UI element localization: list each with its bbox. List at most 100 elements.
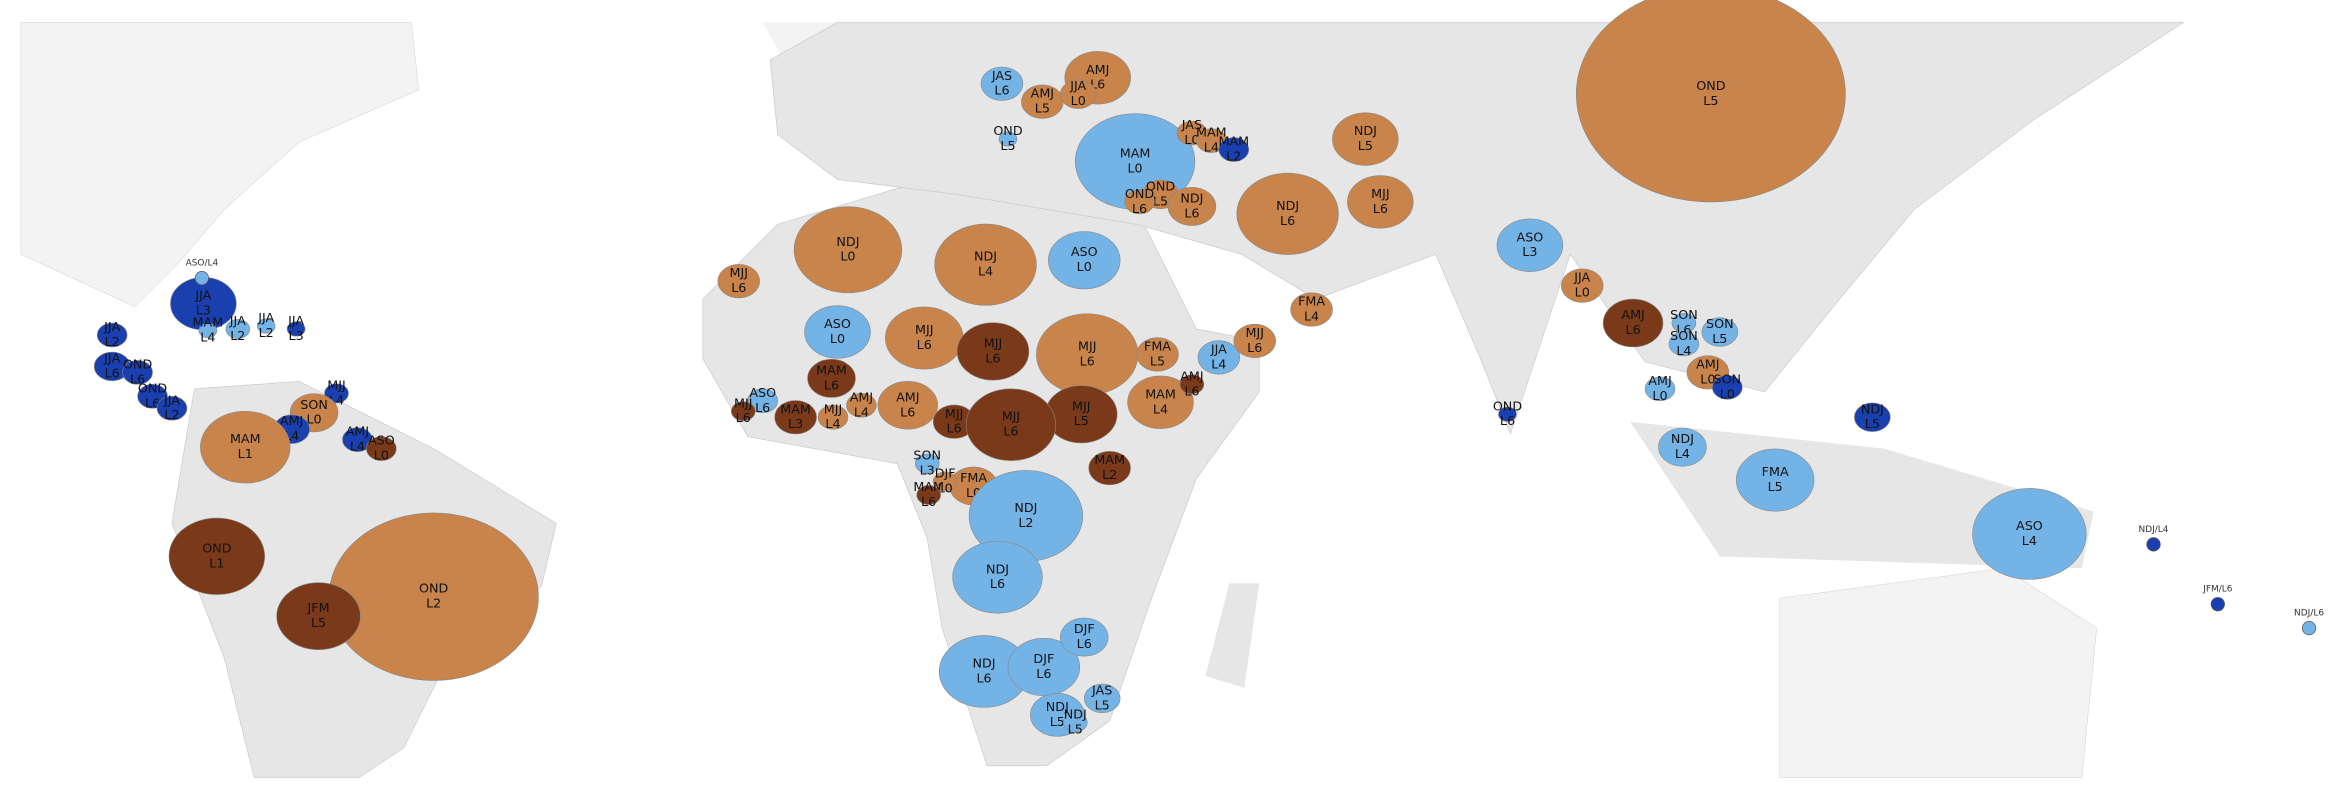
region-lead: L3 — [1522, 244, 1537, 259]
region — [965, 388, 1057, 461]
region-lead: L0 — [1077, 259, 1092, 274]
region-lead: L5 — [1095, 697, 1110, 712]
region — [1972, 488, 2087, 580]
region-season: JJA — [257, 310, 274, 325]
region-season: ASO — [1071, 244, 1098, 259]
region-season: AMJ — [280, 413, 303, 428]
region-lead: L4 — [1204, 140, 1219, 155]
region-lead: L6 — [105, 365, 120, 380]
region-lead: L5 — [1074, 413, 1089, 428]
region-lead: L6 — [921, 494, 936, 509]
region-season: MJJ — [1078, 338, 1096, 353]
region-season: JAS — [1181, 117, 1202, 132]
island-label: JFM/L6 — [2202, 585, 2233, 595]
region-lead: L0 — [1720, 386, 1735, 401]
region-season: SON — [1706, 316, 1734, 331]
region-season: JJA — [194, 288, 211, 303]
island-marker — [2146, 537, 2161, 552]
region-lead: L2 — [105, 334, 120, 349]
region — [1048, 231, 1121, 290]
region-season: DJF — [1074, 621, 1095, 636]
region-season: NDJ — [836, 234, 859, 249]
region-lead: L4 — [350, 439, 365, 454]
region-season: NDJ — [986, 561, 1009, 576]
region-lead: L4 — [978, 264, 993, 279]
region-lead: L6 — [1132, 201, 1147, 216]
region — [877, 381, 938, 430]
region-season: MAM — [1094, 452, 1125, 467]
region — [168, 517, 266, 595]
region — [1088, 451, 1131, 486]
region-season: MAM — [1218, 134, 1249, 149]
region-lead: L0 — [1652, 388, 1667, 403]
region-season: AMJ — [346, 424, 369, 439]
island-marker — [2301, 621, 2317, 636]
region — [1060, 617, 1109, 657]
region — [916, 485, 941, 505]
region-lead: L6 — [917, 337, 932, 352]
region-season: MAM — [913, 479, 944, 494]
region — [914, 453, 940, 474]
region — [1060, 79, 1097, 109]
region-season: OND — [138, 380, 168, 395]
region-lead: L2 — [1018, 515, 1033, 530]
region — [324, 383, 349, 404]
region — [1658, 427, 1707, 467]
region-season: NDJ — [973, 656, 996, 671]
region — [1136, 337, 1179, 372]
region-lead: L5 — [1358, 138, 1373, 153]
region — [998, 131, 1018, 147]
region-lead: L2 — [230, 328, 245, 343]
region-lead: L0 — [1184, 132, 1199, 147]
region-lead: L6 — [1247, 340, 1262, 355]
region-lead: L6 — [145, 395, 160, 410]
region — [1602, 298, 1664, 348]
region-lead: L4 — [1153, 401, 1168, 416]
region — [1236, 172, 1339, 255]
region-lead: L6 — [1626, 322, 1641, 337]
region-lead: L6 — [990, 576, 1005, 591]
region — [1644, 376, 1676, 402]
region-lead: L1 — [238, 446, 253, 461]
island-marker — [2210, 597, 2225, 612]
region-lead: L0 — [374, 448, 389, 463]
region-lead: L6 — [1373, 201, 1388, 216]
region-season: DJF — [935, 466, 956, 481]
region-season: MJJ — [1245, 325, 1263, 340]
region-season: JJA — [229, 313, 246, 328]
region-season: AMJ — [1696, 356, 1719, 371]
region-season: NDJ — [1180, 190, 1203, 205]
region-season: MJJ — [1002, 409, 1020, 424]
region — [807, 358, 856, 398]
region-lead: L6 — [736, 410, 751, 425]
region — [1668, 331, 1700, 357]
region-season: AMJ — [1648, 373, 1671, 388]
region-season: OND — [1146, 178, 1176, 193]
region-season: JJA — [1069, 78, 1086, 93]
region-lead: L6 — [1184, 205, 1199, 220]
region — [1347, 175, 1414, 229]
region-season: AMJ — [1180, 368, 1203, 383]
region-season: MJJ — [1072, 398, 1090, 413]
region-lead: L6 — [1080, 353, 1095, 368]
region-season: MJJ — [734, 395, 752, 410]
region-lead: L5 — [1035, 101, 1050, 116]
region-season: NDJ — [974, 249, 997, 264]
region-season: MAM — [1196, 125, 1227, 140]
region-season: OND — [1125, 186, 1155, 201]
region-lead: L0 — [938, 481, 953, 496]
region-lead: L4 — [1675, 446, 1690, 461]
region-season: NDJ — [1064, 706, 1087, 721]
region-season: JJA — [287, 313, 304, 328]
region-season: SON — [913, 448, 941, 463]
region-season: NDJ — [1861, 401, 1884, 416]
region — [200, 410, 291, 484]
region-season: NDJ — [1014, 500, 1037, 515]
region-season: MJJ — [984, 335, 1002, 350]
region-lead: L6 — [994, 83, 1009, 98]
region-season: JFM — [307, 600, 330, 615]
region-season: FMA — [1144, 338, 1171, 353]
region-lead: L6 — [1036, 666, 1051, 681]
